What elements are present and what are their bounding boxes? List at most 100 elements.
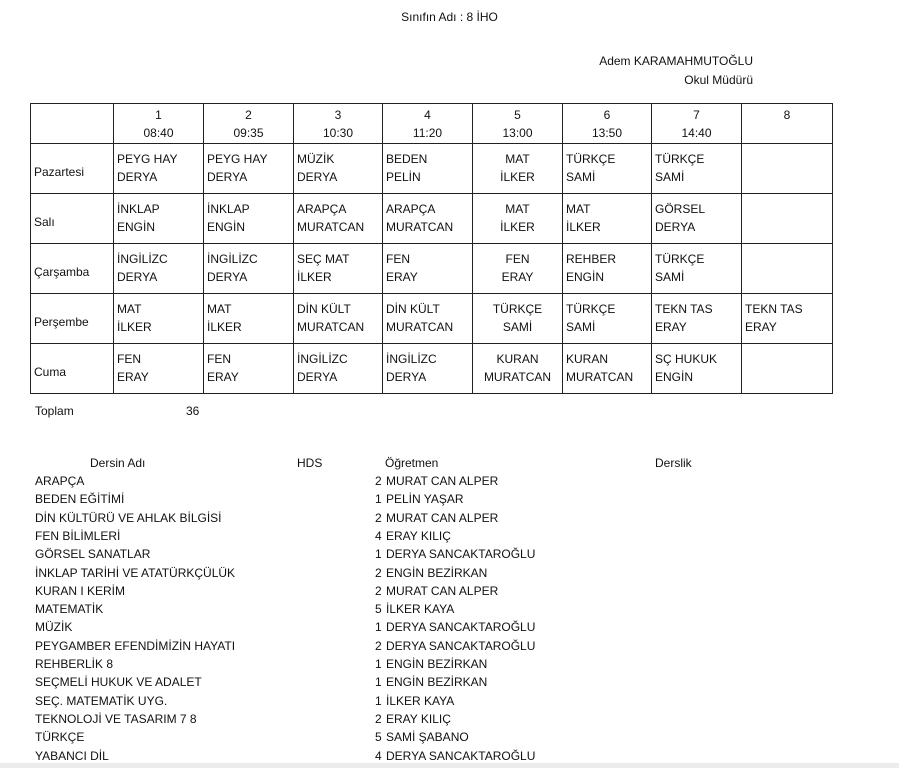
lesson-teacher: İLKER (500, 170, 535, 184)
period-header-row: 1 08:40 2 09:35 3 10:30 4 11:20 5 13:00 6 13:50 7 14:… (30, 103, 833, 144)
lesson-cell: İNKLAP ENGİN (203, 193, 294, 244)
course-hds: 2 (375, 565, 382, 580)
lesson-teacher: SAMİ (502, 320, 533, 334)
lesson-subject: KURAN (496, 352, 539, 366)
period-number: 1 (155, 108, 162, 122)
lesson-teacher: DERYA (386, 370, 427, 384)
course-name: REHBERLİK 8 (35, 657, 114, 671)
lesson-subject: KURAN (566, 352, 609, 366)
lesson-subject: İNGİLİZC (117, 252, 168, 266)
period-time: 08:40 (143, 126, 174, 140)
lesson-cell: İNGİLİZC DERYA (203, 243, 294, 294)
course-name: ARAPÇA (35, 474, 85, 488)
lesson-teacher: SAMİ (655, 270, 685, 284)
course-row: TEKNOLOJİ VE TASARIM 7 8 2 ERAY KILIÇ (0, 712, 899, 730)
lesson-teacher: ERAY (117, 370, 149, 384)
period-header: 8 (741, 103, 833, 144)
course-hds: 1 (375, 675, 382, 690)
lesson-teacher: ENGİN (655, 370, 694, 384)
total-value: 36 (186, 404, 200, 418)
course-hds: 5 (375, 602, 382, 617)
period-header: 7 14:40 (651, 103, 742, 144)
course-name: SEÇMELİ HUKUK VE ADALET (35, 675, 202, 690)
day-name: Pazartesi (30, 143, 114, 194)
period-number: 4 (424, 108, 431, 122)
lesson-teacher: ERAY (745, 320, 777, 334)
course-teacher: MURAT CAN ALPER (386, 583, 499, 598)
day-name: Perşembe (30, 293, 114, 344)
lesson-cell: İNGİLİZC DERYA (293, 343, 383, 394)
lesson-teacher: PELİN (386, 170, 421, 184)
course-row: SEÇ. MATEMATİK UYG. 1 İLKER KAYA (0, 694, 899, 712)
course-row: REHBERLİK 8 1 ENGİN BEZİRKAN (0, 657, 899, 675)
lesson-teacher: ENGİN (566, 270, 605, 284)
lesson-teacher: ERAY (386, 270, 418, 284)
course-row: TÜRKÇE 5 SAMİ ŞABANO (0, 730, 899, 748)
lesson-subject: TEKN TAS (745, 302, 803, 316)
course-name: SEÇ. MATEMATİK UYG. (35, 693, 168, 708)
lesson-subject: REHBER (566, 252, 617, 266)
lesson-teacher: DERYA (117, 270, 158, 284)
principal-name: Adem KARAMAHMUTOĞLU (599, 54, 753, 68)
lesson-cell: SÇ HUKUK ENGİN (651, 343, 742, 394)
course-hds: 2 (375, 510, 382, 525)
lesson-subject: ARAPÇA (297, 202, 347, 216)
lesson-subject: MAT (117, 302, 142, 316)
lesson-teacher: ENGİN (117, 220, 156, 234)
lesson-subject: İNKLAP (117, 202, 160, 216)
day-row: Salı İNKLAP ENGİN İNKLAP ENGİN ARAPÇA MURATCAN… (30, 193, 833, 244)
lesson-cell: GÖRSEL DERYA (651, 193, 742, 244)
course-name: TÜRKÇE (35, 730, 85, 745)
lesson-cell (741, 193, 833, 244)
lesson-subject: PEYG HAY (117, 152, 178, 166)
period-header: 1 08:40 (113, 103, 204, 144)
course-row: GÖRSEL SANATLAR 1 DERYA SANCAKTAROĞLU (0, 547, 899, 565)
course-teacher: ENGİN BEZİRKAN (386, 657, 488, 671)
course-name: PEYGAMBER EFENDİMİZİN HAYATI (35, 638, 236, 653)
lesson-subject: TÜRKÇE (566, 152, 616, 166)
course-teacher: PELİN YAŞAR (386, 492, 464, 507)
lesson-cell: ARAPÇA MURATCAN (382, 193, 473, 244)
lesson-cell: MAT İLKER (203, 293, 294, 344)
course-row: KURAN I KERİM 2 MURAT CAN ALPER (0, 584, 899, 602)
course-hds: 1 (375, 620, 382, 635)
course-name: MATEMATİK (35, 602, 104, 617)
period-header: 2 09:35 (203, 103, 294, 144)
lesson-cell: FEN ERAY (472, 243, 563, 294)
course-row: PEYGAMBER EFENDİMİZİN HAYATI 2 DERYA SANCA… (0, 639, 899, 657)
course-hds: 2 (375, 711, 382, 726)
lesson-teacher: DERYA (297, 170, 338, 184)
lesson-subject: İNKLAP (207, 202, 250, 216)
lesson-cell: BEDEN PELİN (382, 143, 473, 194)
lesson-subject: MÜZİK (297, 152, 335, 166)
lesson-cell (741, 143, 833, 194)
day-row: Pazartesi PEYG HAY DERYA PEYG HAY DERYA MÜZİK… (30, 143, 833, 194)
lesson-subject: DİN KÜLT (386, 302, 440, 316)
period-number: 8 (783, 108, 791, 122)
course-hds: 1 (375, 657, 382, 671)
lesson-cell: FEN ERAY (382, 243, 473, 294)
lesson-subject: İNGİLİZC (386, 352, 437, 366)
lesson-cell: TÜRKÇE SAMİ (562, 143, 652, 194)
lesson-subject: MAT (566, 202, 591, 216)
lesson-teacher: İLKER (566, 220, 601, 234)
course-teacher: SAMİ ŞABANO (386, 730, 469, 745)
lesson-teacher: DERYA (297, 370, 338, 384)
lesson-subject: TÜRKÇE (655, 252, 705, 266)
course-row: DİN KÜLTÜRÜ VE AHLAK BİLGİSİ 2 MURAT CAN A… (0, 511, 899, 529)
lesson-cell: SEÇ MAT İLKER (293, 243, 383, 294)
period-time: 13:50 (591, 126, 623, 140)
course-row: MATEMATİK 5 İLKER KAYA (0, 602, 899, 620)
lesson-subject: DİN KÜLT (297, 302, 351, 316)
course-teacher: ENGİN BEZİRKAN (386, 565, 488, 580)
period-header: 6 13:50 (562, 103, 652, 144)
course-hds: 1 (375, 547, 382, 562)
period-time: 14:40 (681, 126, 712, 140)
principal-block: Adem KARAMAHMUTOĞLU Okul Müdürü (599, 52, 753, 90)
lesson-cell: KURAN MURATCAN (472, 343, 563, 394)
course-name: BEDEN EĞİTİMİ (35, 492, 125, 507)
course-name: İNKLAP TARİHİ VE ATATÜRKÇÜLÜK (35, 565, 236, 580)
period-header: 5 13:00 (472, 103, 563, 144)
period-number: 6 (603, 108, 611, 122)
lesson-cell: TÜRKÇE SAMİ (562, 293, 652, 344)
